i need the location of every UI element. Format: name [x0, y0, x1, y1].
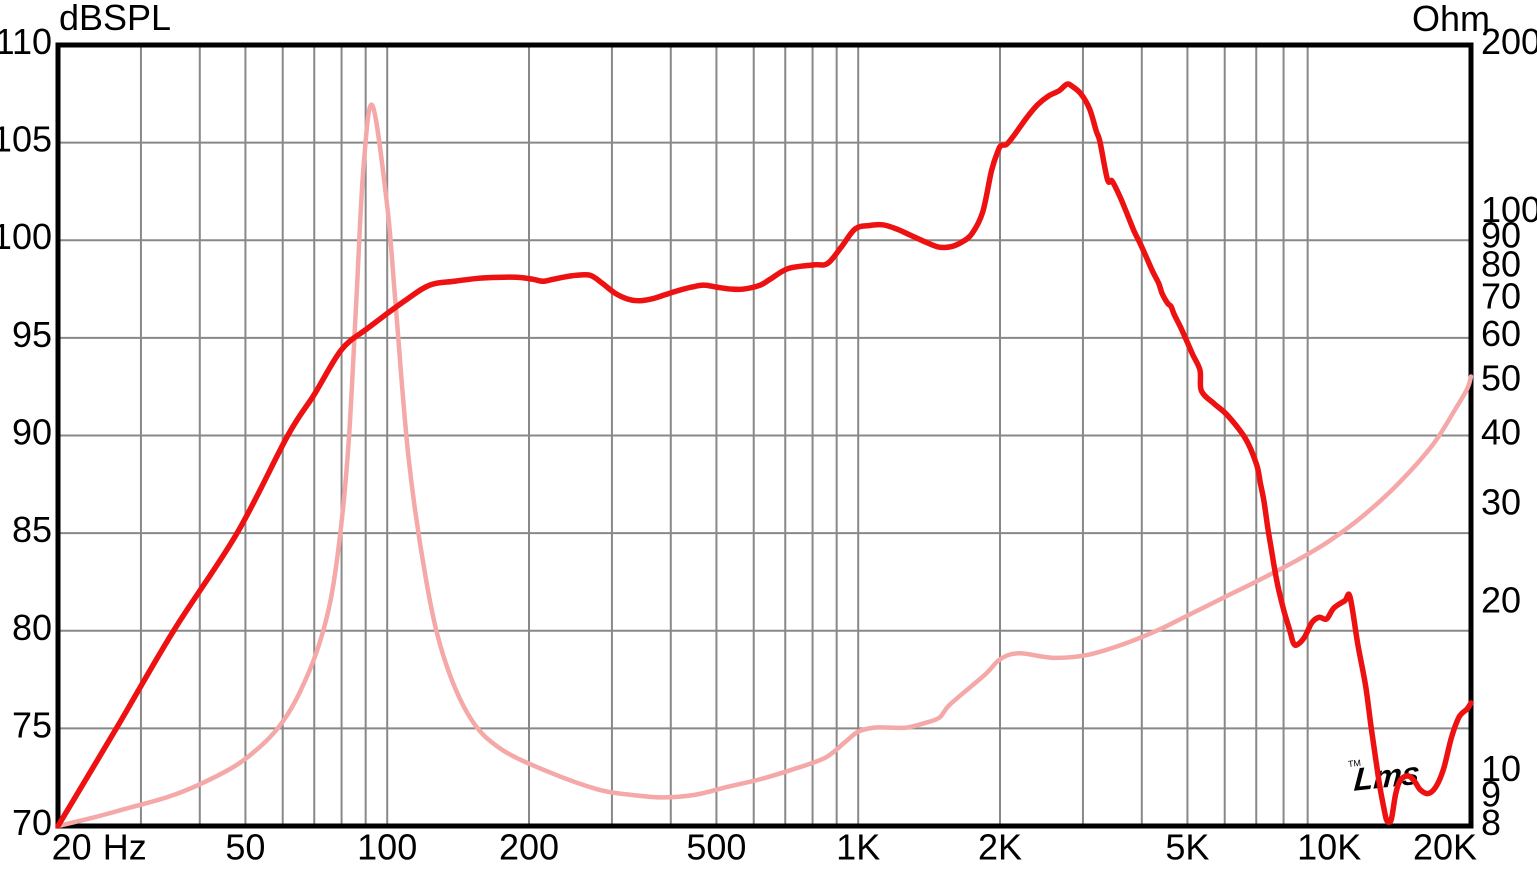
svg-text:100: 100 — [0, 216, 52, 257]
svg-text:85: 85 — [12, 509, 52, 550]
svg-text:100: 100 — [1481, 189, 1537, 230]
svg-text:10K: 10K — [1297, 827, 1361, 868]
svg-text:70: 70 — [12, 802, 52, 843]
svg-text:20: 20 — [52, 827, 92, 868]
svg-text:60: 60 — [1481, 313, 1521, 354]
svg-text:Ohm: Ohm — [1412, 0, 1490, 39]
svg-text:95: 95 — [12, 314, 52, 355]
svg-text:75: 75 — [12, 704, 52, 745]
svg-text:50: 50 — [225, 827, 265, 868]
svg-text:2K: 2K — [978, 827, 1022, 868]
svg-text:80: 80 — [12, 607, 52, 648]
svg-text:100: 100 — [357, 827, 417, 868]
svg-text:Hz: Hz — [103, 827, 147, 868]
svg-text:105: 105 — [0, 119, 52, 160]
svg-text:5K: 5K — [1165, 827, 1209, 868]
svg-text:1K: 1K — [836, 827, 880, 868]
svg-text:200: 200 — [499, 827, 559, 868]
svg-text:500: 500 — [686, 827, 746, 868]
svg-text:20K: 20K — [1413, 827, 1477, 868]
svg-text:20: 20 — [1481, 580, 1521, 621]
svg-text:10: 10 — [1481, 748, 1521, 789]
svg-text:50: 50 — [1481, 357, 1521, 398]
svg-text:dBSPL: dBSPL — [59, 0, 171, 38]
svg-text:110: 110 — [0, 21, 52, 62]
svg-text:90: 90 — [12, 412, 52, 453]
svg-text:40: 40 — [1481, 412, 1521, 453]
svg-text:30: 30 — [1481, 481, 1521, 522]
